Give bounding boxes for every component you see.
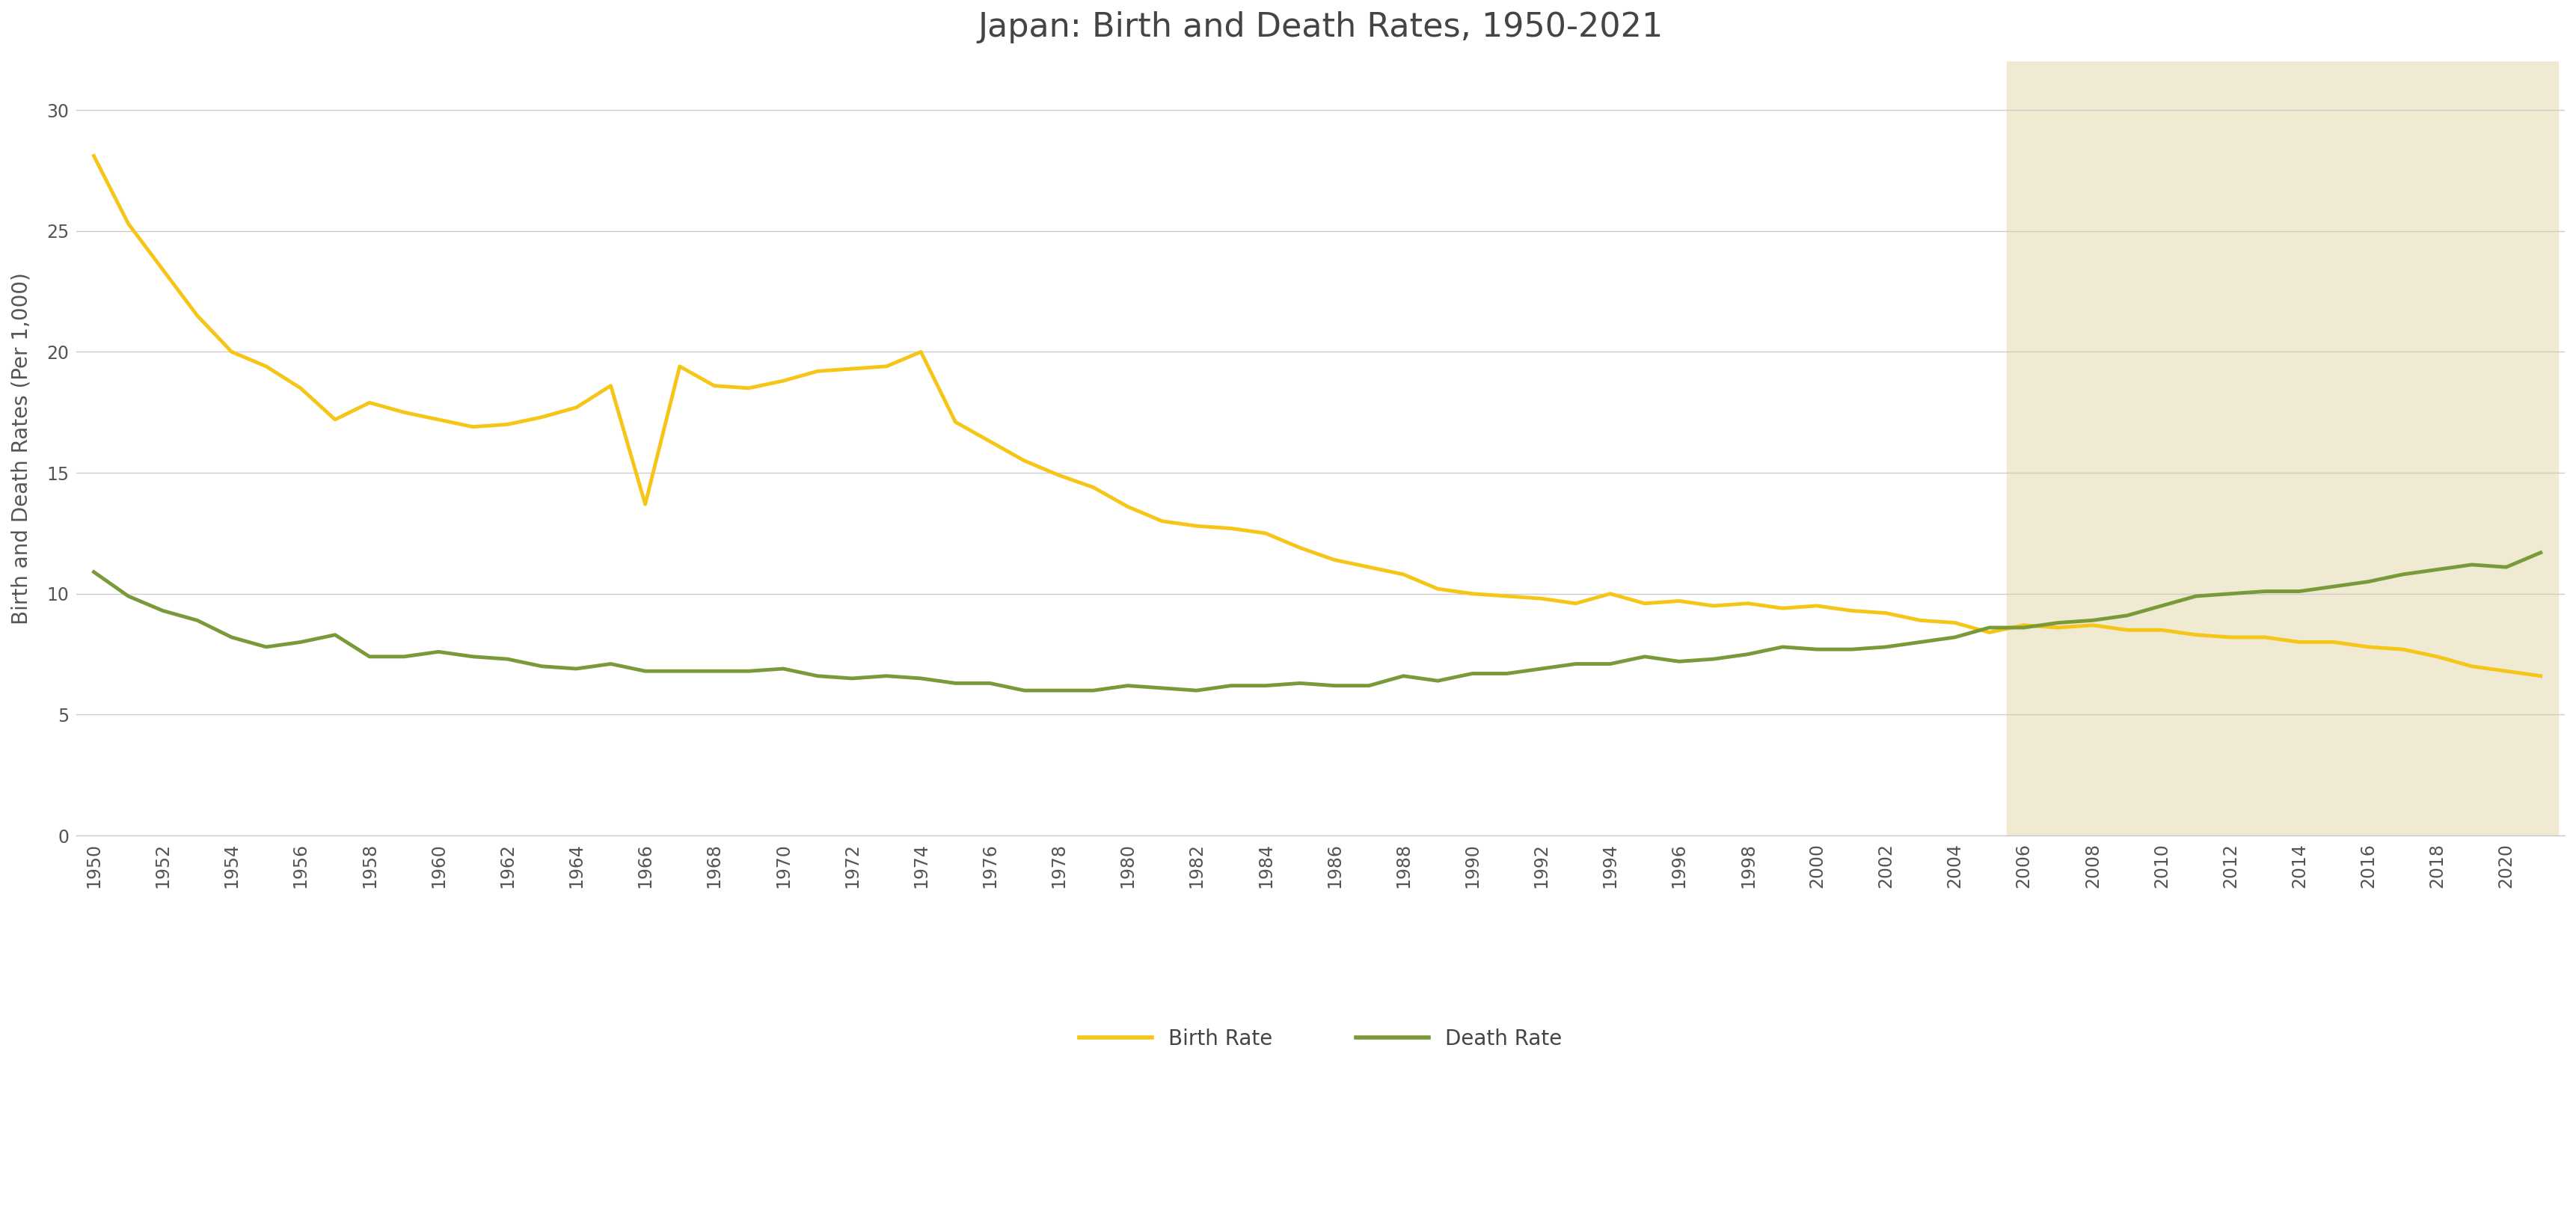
Legend: Birth Rate, Death Rate: Birth Rate, Death Rate xyxy=(1072,1020,1571,1057)
Death Rate xyxy=(907,671,938,686)
Death Rate xyxy=(422,645,453,659)
Bar xyxy=(2007,62,2558,835)
Birth Rate xyxy=(665,359,696,374)
Y-axis label: Birth and Death Rates (Per 1,000): Birth and Death Rates (Per 1,000) xyxy=(10,272,31,625)
Birth Rate xyxy=(907,345,938,359)
Birth Rate xyxy=(2524,669,2555,683)
Line: Death Rate: Death Rate xyxy=(93,552,2540,691)
Birth Rate xyxy=(77,148,108,163)
Death Rate xyxy=(1492,666,1522,681)
Birth Rate xyxy=(1458,586,1489,601)
Death Rate xyxy=(77,565,108,579)
Line: Birth Rate: Birth Rate xyxy=(93,155,2540,676)
Death Rate xyxy=(665,664,696,679)
Birth Rate xyxy=(422,413,453,427)
Death Rate xyxy=(2524,545,2555,560)
Birth Rate xyxy=(1734,596,1765,611)
Death Rate xyxy=(1010,683,1041,698)
Birth Rate xyxy=(1628,596,1659,611)
Death Rate xyxy=(1664,654,1695,669)
Title: Japan: Birth and Death Rates, 1950-2021: Japan: Birth and Death Rates, 1950-2021 xyxy=(979,11,1664,44)
Death Rate xyxy=(1767,640,1798,654)
